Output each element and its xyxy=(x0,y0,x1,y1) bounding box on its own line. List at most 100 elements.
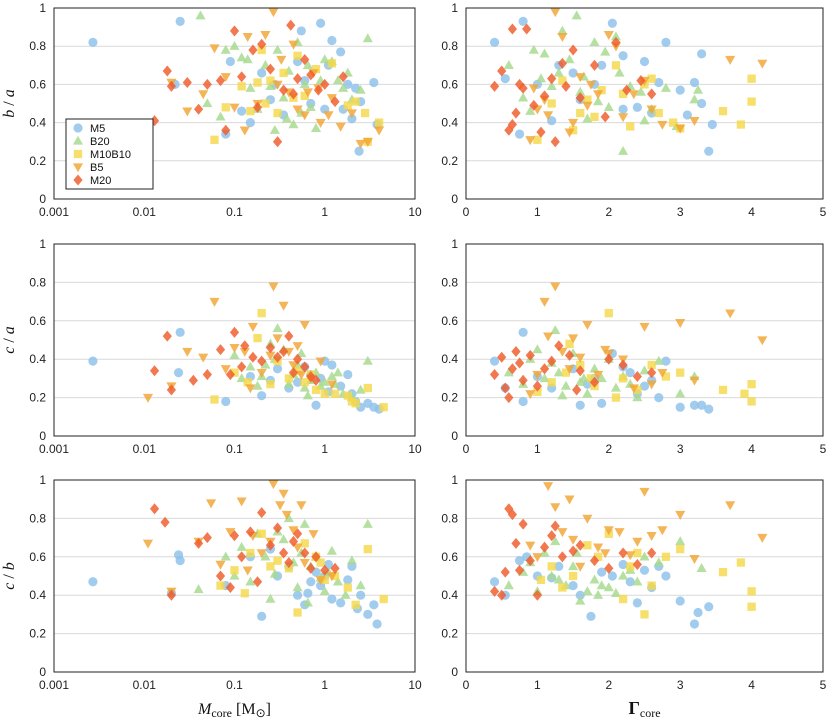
data-point-b5 xyxy=(272,80,283,90)
data-point-m20 xyxy=(514,357,525,369)
data-point-m20 xyxy=(286,19,296,31)
data-point-b5 xyxy=(260,31,271,41)
data-point-b5 xyxy=(256,549,267,559)
data-point-m20 xyxy=(311,374,321,386)
data-point-m5 xyxy=(675,402,685,412)
x-tick-label: 4 xyxy=(748,678,755,692)
data-point-m10b10 xyxy=(611,393,621,402)
series-m5 xyxy=(489,552,714,629)
data-point-b5 xyxy=(757,336,768,346)
data-point-b20 xyxy=(269,568,280,578)
series-m20 xyxy=(149,326,321,396)
data-point-m10b10 xyxy=(633,385,642,395)
data-point-b5 xyxy=(675,510,686,520)
x-tick-label: 0.01 xyxy=(133,205,157,219)
data-point-b5 xyxy=(532,553,543,563)
y-tick-label: 0 xyxy=(451,429,458,443)
data-point-m10b10 xyxy=(347,397,357,406)
x-tick-label: 2 xyxy=(605,678,612,692)
data-point-m20 xyxy=(149,503,160,515)
data-point-b20 xyxy=(332,75,343,85)
data-point-m10b10 xyxy=(330,389,340,398)
data-point-b20 xyxy=(193,584,204,594)
data-point-b5 xyxy=(355,139,366,149)
data-point-m20 xyxy=(557,551,567,563)
data-point-m20 xyxy=(550,520,560,532)
data-point-m10b10 xyxy=(379,594,388,604)
data-point-m5 xyxy=(607,571,617,581)
data-point-m5 xyxy=(292,377,303,387)
data-point-b20 xyxy=(575,86,586,96)
data-point-b5 xyxy=(550,8,561,18)
plot-frame xyxy=(53,479,416,673)
data-point-b5 xyxy=(292,543,303,553)
data-point-b5 xyxy=(543,332,554,342)
x-tick-label: 1 xyxy=(534,205,541,219)
data-point-m20 xyxy=(311,551,321,563)
x-tick-label: 1 xyxy=(321,205,328,219)
data-point-m5 xyxy=(607,18,617,28)
data-point-m5 xyxy=(704,404,714,414)
x-tick-label: 5 xyxy=(820,678,827,692)
data-point-m20 xyxy=(536,126,546,138)
data-point-m5 xyxy=(311,400,321,410)
data-point-m10b10 xyxy=(718,385,728,395)
data-point-m5 xyxy=(575,400,585,410)
data-point-m5 xyxy=(306,577,316,587)
data-point-m10b10 xyxy=(311,64,321,74)
data-point-m20 xyxy=(618,359,628,371)
data-point-m20 xyxy=(518,518,528,530)
data-point-m10b10 xyxy=(230,368,239,377)
data-point-m5 xyxy=(689,400,700,410)
data-point-b5 xyxy=(142,393,154,403)
y-axis-label: c / b xyxy=(1,562,18,590)
data-point-b5 xyxy=(593,370,604,380)
data-point-m20 xyxy=(589,376,600,388)
y-tick-label: 1 xyxy=(39,237,46,251)
data-point-m5 xyxy=(661,356,671,366)
data-point-m10b10 xyxy=(558,583,567,592)
data-point-m20 xyxy=(511,537,521,549)
data-point-m20 xyxy=(647,547,657,559)
data-point-b20 xyxy=(696,563,707,572)
data-point-m20 xyxy=(522,23,532,35)
data-point-m20 xyxy=(245,526,255,538)
data-point-m10b10 xyxy=(547,378,556,387)
data-point-b5 xyxy=(675,124,686,134)
data-point-m20 xyxy=(529,99,539,111)
data-point-m20 xyxy=(539,541,550,553)
data-point-m10b10 xyxy=(604,308,613,318)
data-point-m10b10 xyxy=(583,95,592,104)
series-b20 xyxy=(193,513,373,607)
data-point-b5 xyxy=(268,282,279,292)
data-point-m20 xyxy=(284,557,294,569)
panel-c_b_vs_mcore: 0 0.2 0.4 0.6 0.8 1 0.001 0.01 0.1 1 10 c / b Mcore … xyxy=(1,473,422,720)
data-point-b20 xyxy=(503,60,514,69)
data-point-m5 xyxy=(625,368,635,378)
data-point-m10b10 xyxy=(266,562,275,571)
data-point-m5 xyxy=(554,561,564,572)
data-point-m10b10 xyxy=(597,85,606,95)
data-point-b5 xyxy=(675,319,686,329)
data-point-b20 xyxy=(362,518,373,528)
data-point-m20 xyxy=(504,503,514,515)
data-point-m20 xyxy=(525,555,535,567)
data-point-m20 xyxy=(504,392,514,404)
data-point-m5 xyxy=(654,77,664,88)
data-point-b5 xyxy=(557,347,568,357)
data-point-b5 xyxy=(236,497,247,507)
data-point-b20 xyxy=(278,92,289,102)
data-point-m10b10 xyxy=(611,61,621,70)
data-point-m20 xyxy=(507,23,518,35)
data-point-b5 xyxy=(268,8,279,18)
data-point-m5 xyxy=(575,590,585,600)
data-point-b20 xyxy=(582,586,593,596)
data-point-m20 xyxy=(632,558,642,570)
data-point-m10b10 xyxy=(261,99,270,108)
data-point-b5 xyxy=(308,530,319,540)
panel-b_a_vs_gamma: 0 0.2 0.4 0.6 0.8 1 0 1 2 3 4 5 xyxy=(441,1,826,219)
data-point-b5 xyxy=(299,111,310,121)
y-tick-label: 0.4 xyxy=(29,352,46,366)
data-point-b20 xyxy=(202,98,213,108)
series-b20 xyxy=(503,536,707,605)
